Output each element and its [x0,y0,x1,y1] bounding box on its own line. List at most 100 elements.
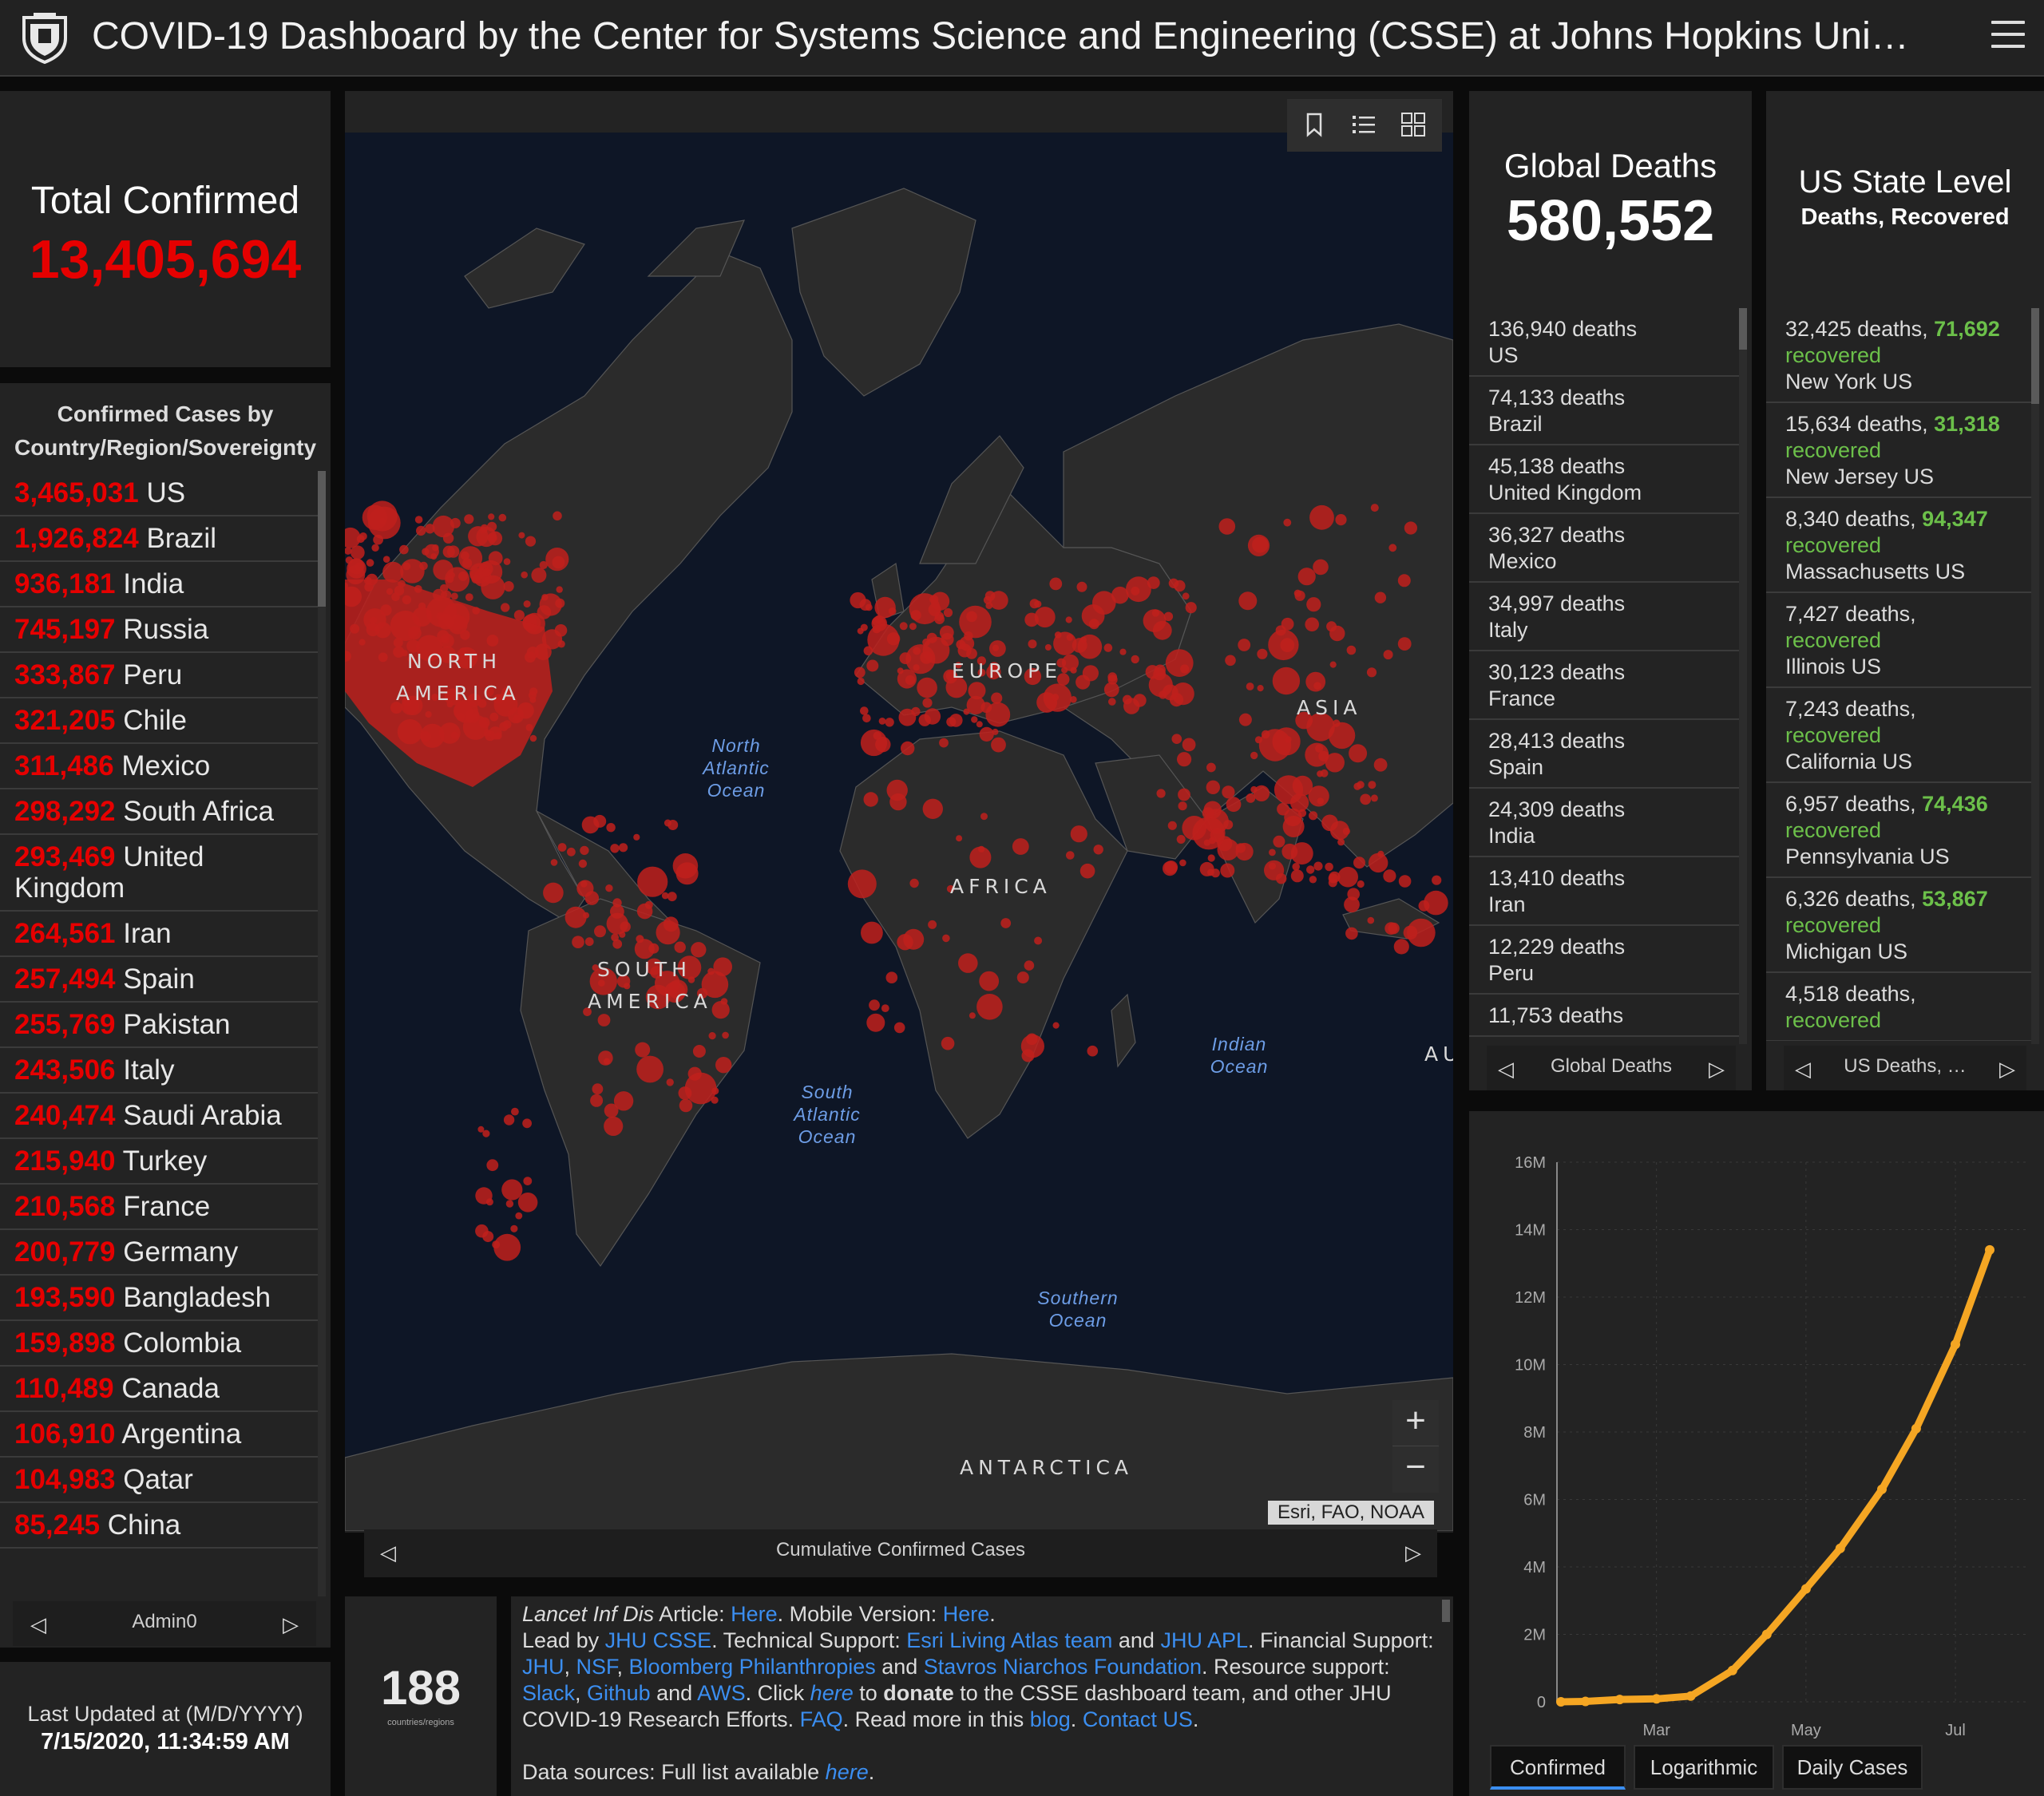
contact-us-link[interactable]: Contact US [1082,1707,1193,1731]
case-bubble[interactable] [477,1125,485,1133]
deaths-row[interactable]: 36,327 deaths Mexico [1469,514,1739,583]
case-bubble[interactable] [522,1118,532,1129]
case-bubble[interactable] [1070,696,1077,703]
case-bubble[interactable] [498,513,507,522]
case-bubble[interactable] [1368,781,1377,789]
case-bubble[interactable] [874,596,896,619]
country-row[interactable]: 298,292 South Africa [0,789,318,835]
case-bubble[interactable] [684,1072,717,1105]
case-bubble[interactable] [1163,611,1174,621]
case-bubble[interactable] [606,823,616,833]
case-bubble[interactable] [513,610,525,621]
case-bubble[interactable] [946,717,957,727]
case-bubble[interactable] [942,934,950,943]
jhu-link[interactable]: JHU [522,1655,564,1679]
case-bubble[interactable] [711,1001,730,1019]
case-bubble[interactable] [593,814,607,828]
confirmed-series-point[interactable] [1877,1484,1887,1494]
case-bubble[interactable] [1257,648,1268,659]
case-bubble[interactable] [666,1078,674,1086]
case-bubble[interactable] [971,716,978,723]
case-bubble[interactable] [1276,873,1287,884]
next-arrow-icon[interactable]: ▷ [1709,1057,1725,1081]
case-bubble[interactable] [382,556,390,563]
case-bubble[interactable] [922,698,933,708]
case-bubble[interactable] [707,967,715,975]
prev-arrow-icon[interactable]: ◁ [1795,1057,1811,1081]
case-bubble[interactable] [1028,639,1037,649]
case-bubble[interactable] [446,575,454,584]
confirmed-series-point[interactable] [1951,1339,1960,1350]
case-bubble[interactable] [979,971,1000,991]
case-bubble[interactable] [523,1177,533,1185]
country-row[interactable]: 243,506 Italy [0,1048,318,1094]
basemap-gallery-icon[interactable] [1399,110,1428,139]
case-bubble[interactable] [1206,762,1216,773]
case-bubble[interactable] [1283,518,1292,527]
case-bubble[interactable] [556,586,563,593]
country-row[interactable]: 110,489 Canada [0,1367,318,1412]
case-bubble[interactable] [860,706,869,715]
us-list-scrollbar[interactable] [2031,308,2039,1044]
deaths-row[interactable]: 24,309 deaths India [1469,789,1739,857]
world-map[interactable]: NORTH AMERICA SOUTH AMERICA EUROPE ASIA … [345,133,1453,1531]
case-bubble[interactable] [1185,602,1197,614]
case-bubble[interactable] [1079,863,1095,879]
case-bubble[interactable] [366,559,374,567]
case-bubble[interactable] [442,545,455,558]
case-bubble[interactable] [1171,734,1182,744]
case-bubble[interactable] [1163,860,1178,876]
case-bubble[interactable] [1305,742,1329,767]
us-state-row[interactable]: 8,340 deaths, 94,347 recovered Massachuset… [1766,498,2031,593]
case-bubble[interactable] [442,532,454,544]
case-bubble[interactable] [939,738,949,748]
confirmed-series-point[interactable] [1727,1665,1737,1675]
case-bubble[interactable] [597,1014,611,1027]
us-state-row[interactable]: 7,243 deaths, recovered California US [1766,688,2031,783]
case-bubble[interactable] [1306,865,1315,874]
aws-link[interactable]: AWS [697,1681,746,1705]
world-map-canvas[interactable] [345,133,1453,1531]
case-bubble[interactable] [1346,645,1357,655]
country-row[interactable]: 311,486 Mexico [0,744,318,789]
case-bubble[interactable] [464,514,474,524]
case-bubble[interactable] [633,833,640,841]
case-bubble[interactable] [580,880,588,888]
case-bubble[interactable] [1325,862,1333,872]
case-bubble[interactable] [1353,856,1365,869]
case-bubble[interactable] [1180,664,1190,674]
case-bubble[interactable] [913,664,920,671]
case-bubble[interactable] [594,925,606,938]
case-bubble[interactable] [963,708,970,715]
case-bubble[interactable] [1226,797,1242,813]
case-bubble[interactable] [1309,876,1317,884]
case-bubble[interactable] [1179,859,1186,867]
case-bubble[interactable] [1337,866,1358,888]
case-bubble[interactable] [1178,788,1190,801]
case-bubble[interactable] [416,525,426,536]
case-bubble[interactable] [1280,638,1295,653]
country-row[interactable]: 936,181 India [0,562,318,607]
case-bubble[interactable] [1052,694,1060,701]
case-bubble[interactable] [886,779,908,801]
nsf-link[interactable]: NSF [576,1655,617,1679]
case-bubble[interactable] [899,622,908,631]
data-sources-link[interactable]: here [825,1760,869,1784]
case-bubble[interactable] [567,847,576,856]
case-bubble[interactable] [1329,625,1345,642]
prev-arrow-icon[interactable]: ◁ [380,1541,396,1565]
case-bubble[interactable] [897,934,913,951]
case-bubble[interactable] [878,718,886,725]
case-bubble[interactable] [476,526,497,548]
mobile-version-link[interactable]: Here [942,1602,990,1626]
deaths-list-scrollbar[interactable] [1739,308,1747,1044]
case-bubble[interactable] [1147,576,1160,589]
case-bubble[interactable] [969,1012,976,1019]
country-row[interactable]: 333,867 Peru [0,653,318,698]
case-bubble[interactable] [1297,809,1307,817]
deaths-row[interactable]: 74,133 deaths Brazil [1469,377,1739,445]
case-bubble[interactable] [857,677,865,686]
case-bubble[interactable] [1066,851,1075,860]
case-bubble[interactable] [1308,785,1329,807]
case-bubble[interactable] [862,714,871,723]
